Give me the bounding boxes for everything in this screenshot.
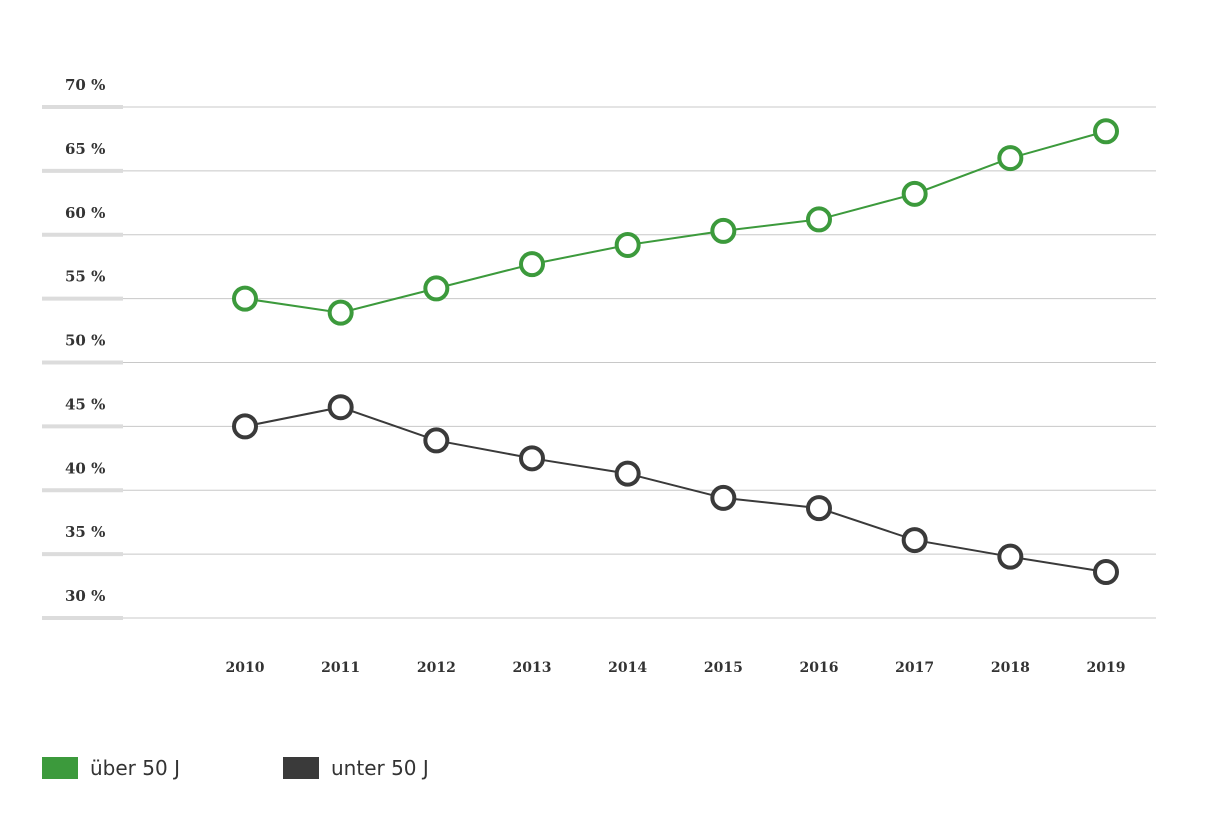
data-point <box>997 145 1024 172</box>
data-point <box>423 427 450 454</box>
y-tick-label: 55 % <box>65 268 105 286</box>
x-tick-label: 2012 <box>417 660 456 676</box>
data-point <box>710 217 737 244</box>
data-point <box>614 231 641 258</box>
y-axis-ticks: 70 % 65 % 60 % 55 % 50 % 45 % 40 % 35 % 30 % <box>65 76 105 605</box>
data-point <box>901 180 928 207</box>
series-unter-50 <box>232 394 1119 586</box>
data-point <box>1093 118 1119 145</box>
legend-label-ueber-50: über 50 J <box>90 756 180 780</box>
x-tick-label: 2017 <box>895 660 934 676</box>
data-point <box>327 394 354 421</box>
x-tick-label: 2019 <box>1087 660 1126 676</box>
legend-item-unter-50: unter 50 J <box>283 756 429 780</box>
x-tick-label: 2013 <box>513 660 552 676</box>
y-tick-label: 40 % <box>65 459 105 477</box>
data-point <box>806 206 832 233</box>
y-tick-label: 50 % <box>65 332 105 350</box>
data-point <box>519 445 545 472</box>
x-tick-label: 2018 <box>991 660 1030 676</box>
x-axis-ticks: 2010 2011 2012 2013 2014 2015 2016 2017 2018 2019 <box>226 660 1126 676</box>
data-point <box>519 251 545 278</box>
data-point <box>806 495 832 522</box>
series-ueber-50 <box>232 118 1119 326</box>
data-point <box>423 275 450 302</box>
data-point <box>710 484 737 511</box>
legend-swatch-ueber-50 <box>42 757 78 779</box>
data-point <box>1093 559 1119 586</box>
y-tick-label: 65 % <box>65 140 105 158</box>
grid-lines <box>42 105 1156 620</box>
y-tick-label: 70 % <box>65 76 105 94</box>
legend-item-ueber-50: über 50 J <box>42 756 180 780</box>
series-group <box>232 118 1119 586</box>
data-point <box>997 543 1024 570</box>
x-tick-label: 2016 <box>800 660 839 676</box>
data-point <box>232 285 258 312</box>
y-tick-label: 45 % <box>65 395 105 413</box>
series-line <box>244 130 1107 314</box>
y-tick-label: 60 % <box>65 204 105 222</box>
x-tick-label: 2010 <box>226 660 265 676</box>
data-point <box>232 413 258 440</box>
data-point <box>614 460 641 487</box>
x-tick-label: 2015 <box>704 660 743 676</box>
series-line <box>244 406 1107 573</box>
y-tick-label: 30 % <box>65 587 105 605</box>
y-tick-label: 35 % <box>65 523 105 541</box>
x-tick-label: 2014 <box>608 660 647 676</box>
data-point <box>327 299 354 326</box>
legend-swatch-unter-50 <box>283 757 319 779</box>
x-tick-label: 2011 <box>321 660 360 676</box>
legend-label-unter-50: unter 50 J <box>331 756 429 780</box>
data-point <box>901 527 928 554</box>
